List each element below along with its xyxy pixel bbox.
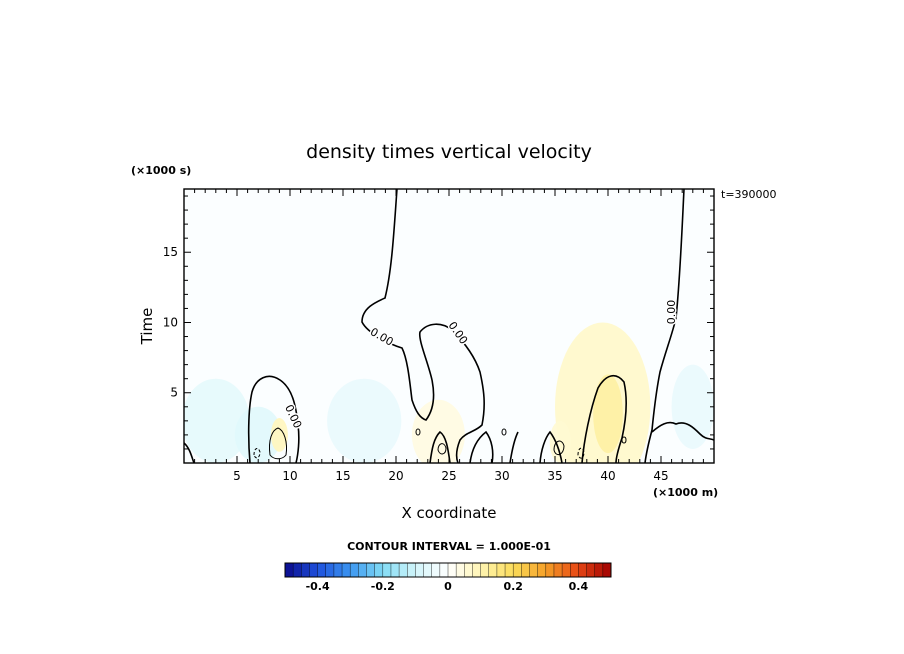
y-tick-label: 5	[170, 386, 178, 400]
x-tick-label: 40	[600, 469, 615, 483]
shaded-field	[184, 189, 714, 463]
colorbar-swatch	[285, 563, 294, 577]
y-unit-label: (×1000 s)	[131, 164, 191, 177]
x-axis: 5 10 15 20 25 30 35 40 45	[194, 189, 704, 483]
colorbar-swatch	[350, 563, 359, 577]
x-tick-label: 25	[441, 469, 456, 483]
colorbar-tick-label: -0.4	[306, 580, 330, 593]
y-axis-label: Time	[138, 308, 156, 346]
colorbar-swatch	[301, 563, 310, 577]
colorbar-swatch	[513, 563, 522, 577]
colorbar-swatch	[382, 563, 392, 577]
colorbar-swatch	[309, 563, 318, 577]
x-tick-label: 30	[494, 469, 509, 483]
colorbar-swatch	[399, 563, 408, 577]
colorbar-swatch	[423, 563, 432, 577]
zero-contour-inner-left	[269, 427, 287, 460]
dashed-negative-contours	[253, 447, 585, 459]
small-contour-loops	[415, 428, 627, 456]
colorbar-swatch	[342, 563, 351, 577]
colorbar-swatch	[562, 563, 571, 577]
time-label: t=390000	[721, 188, 777, 201]
colorbar-swatch	[521, 563, 530, 577]
colorbar-swatch	[415, 563, 424, 577]
colorbar-swatch	[407, 563, 416, 577]
field-feature-2	[327, 378, 402, 463]
colorbar-swatch	[374, 563, 384, 577]
x-unit-label: (×1000 m)	[653, 486, 718, 499]
x-axis-label: X coordinate	[401, 504, 496, 522]
colorbar-tick-label: 0	[444, 580, 452, 593]
x-tick-label: 35	[547, 469, 562, 483]
zero-contour-right	[581, 189, 685, 463]
colorbar-tick-label: -0.2	[371, 580, 395, 593]
chart-title: density times vertical velocity	[306, 141, 592, 163]
x-tick-label: 5	[233, 469, 241, 483]
field-feature-6	[671, 364, 714, 449]
colorbar-tick-label: 0.2	[503, 580, 523, 593]
colorbar-swatch	[529, 563, 538, 577]
colorbar-swatch	[578, 563, 587, 577]
colorbar-swatch	[439, 563, 449, 577]
field-feature-3	[270, 418, 288, 452]
field-feature-5	[593, 374, 623, 454]
x-tick-label: 15	[335, 469, 350, 483]
contour-label-3: 0.00	[665, 300, 678, 325]
x-tick-label: 20	[388, 469, 403, 483]
colorbar-swatch	[325, 563, 335, 577]
x-tick-label: 45	[653, 469, 668, 483]
zero-contour-left	[184, 375, 300, 463]
field-feature-7	[411, 399, 465, 463]
contour-interval-label: CONTOUR INTERVAL = 1.000E-01	[347, 540, 551, 553]
colorbar-swatch	[366, 563, 375, 577]
colorbar-swatch	[480, 563, 490, 577]
zero-contour-center-lower	[429, 430, 563, 463]
colorbar-swatch	[496, 563, 506, 577]
colorbar-swatch	[537, 563, 547, 577]
x-tick-label: 10	[282, 469, 297, 483]
colorbar-swatch	[333, 563, 343, 577]
y-axis: 5 10 15	[163, 195, 714, 450]
y-tick-label: 10	[163, 315, 178, 329]
contour-lines	[184, 189, 714, 463]
zero-contour-right-edge	[651, 421, 714, 441]
colorbar-swatch	[456, 563, 465, 577]
colorbar-swatch	[602, 563, 612, 577]
colorbar-swatch	[293, 563, 302, 577]
colorbar-swatch	[431, 563, 441, 577]
colorbar-swatch	[586, 563, 595, 577]
colorbar-tick-label: 0.4	[569, 580, 589, 593]
colorbar-swatch	[594, 563, 604, 577]
colorbar-swatch	[390, 563, 400, 577]
colorbar-swatch	[545, 563, 555, 577]
colorbar-swatch	[472, 563, 481, 577]
colorbar-swatch	[464, 563, 473, 577]
field-feature-0	[184, 378, 250, 463]
colorbar-swatch	[358, 563, 367, 577]
zero-contour-center	[361, 189, 485, 463]
colorbar-frame	[284, 562, 612, 578]
colorbar-swatch	[448, 563, 457, 577]
colorbar-swatch	[317, 563, 327, 577]
colorbar-swatch	[570, 563, 579, 577]
colorbar-swatch	[488, 563, 498, 577]
y-tick-label: 15	[163, 245, 178, 259]
plot-area: 0.00 0.00 0.00 0.00 5 10 15 20 25 30 35 40 45 51…	[163, 188, 715, 483]
colorbar-swatch	[553, 563, 563, 577]
colorbar-swatch	[505, 563, 514, 577]
colorbar: -0.4 -0.2 0 0.2 0.4	[284, 562, 612, 593]
